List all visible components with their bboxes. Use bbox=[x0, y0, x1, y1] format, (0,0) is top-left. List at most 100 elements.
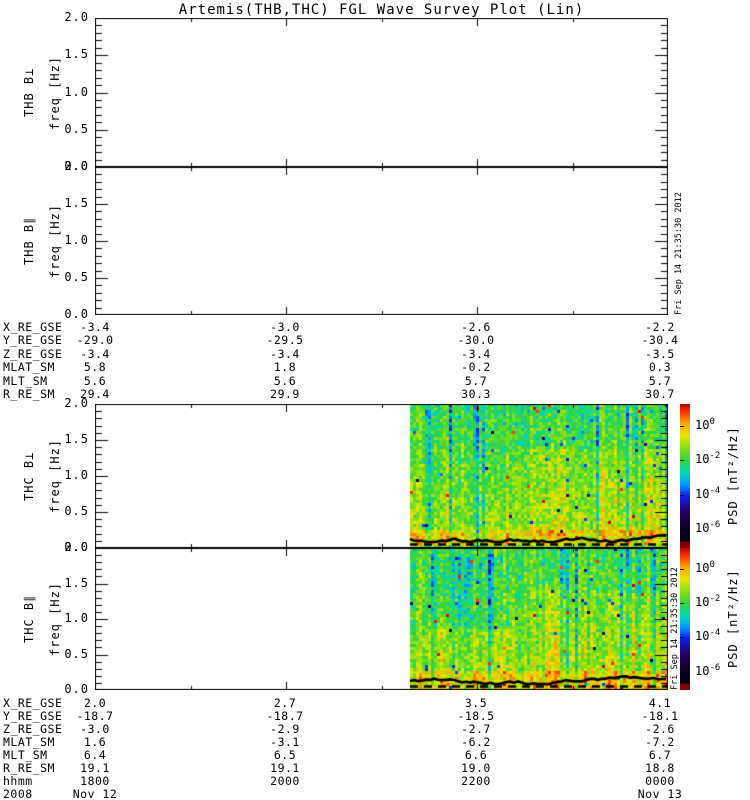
ephemeris-value: -3.0 bbox=[80, 722, 110, 736]
colorbar-gradient bbox=[680, 404, 690, 548]
ephemeris-value: 2000 bbox=[270, 774, 300, 788]
ephemeris-value: -2.7 bbox=[461, 722, 491, 736]
ephemeris-value: 5.6 bbox=[273, 373, 297, 388]
y-tick-label: 1.0 bbox=[64, 611, 89, 625]
creation-timestamp: Fri Sep 14 21:35:30 2012 bbox=[674, 192, 684, 315]
creation-timestamp: Fri Sep 14 21:35:30 2012 bbox=[670, 567, 680, 690]
ephemeris-value: 30.3 bbox=[461, 387, 491, 401]
colorbar-tick-label: 10-2 bbox=[695, 451, 720, 466]
ephemeris-row-label: MLAT_SM bbox=[3, 735, 55, 749]
ephemeris-value: -2.9 bbox=[270, 722, 300, 736]
colorbar-tick-label: 100 bbox=[695, 417, 715, 432]
colorbar-tick bbox=[680, 460, 684, 462]
ephemeris-value: 2.7 bbox=[273, 696, 297, 710]
ephemeris-row: X_RE_GSE -3.4 -3.0 -2.6 -2.2 bbox=[0, 321, 750, 334]
tick-base: 10 bbox=[695, 595, 710, 610]
ephemeris-value: 6.4 bbox=[83, 748, 107, 762]
ephemeris-value: -3.4 bbox=[80, 320, 110, 334]
colorbar-gradient bbox=[680, 548, 690, 690]
ephemeris-row-label: MLAT_SM bbox=[3, 360, 55, 375]
y-tick-label: 0.0 bbox=[64, 540, 89, 554]
ephemeris-value: 19.1 bbox=[80, 761, 110, 775]
ephemeris-row: 2008 Nov 12 Nov 13 bbox=[0, 788, 750, 800]
ephemeris-row-label: Z_RE_GSE bbox=[3, 346, 63, 361]
tick-base: 10 bbox=[695, 629, 710, 644]
tick-exponent: -4 bbox=[709, 628, 721, 639]
ephemeris-value: -30.0 bbox=[457, 333, 495, 348]
y-tick-label: 2.0 bbox=[64, 540, 89, 554]
y-tick-label: 0.5 bbox=[64, 504, 89, 518]
ephemeris-row: MLT_SM 6.4 6.5 6.6 6.7 bbox=[0, 749, 750, 762]
ephemeris-value: 5.7 bbox=[648, 373, 672, 388]
ephemeris-row: MLAT_SM 5.8 1.8 -0.2 0.3 bbox=[0, 361, 750, 374]
y-tick-label: 0.5 bbox=[64, 270, 89, 284]
ephemeris-row: Y_RE_GSE -18.7 -18.7 -18.5 -18.1 bbox=[0, 710, 750, 723]
colorbar-tick-label: 10-4 bbox=[695, 486, 720, 501]
panel-thb-bpar bbox=[95, 167, 668, 315]
tick-exponent: -2 bbox=[709, 451, 721, 462]
ephemeris-value: -29.0 bbox=[76, 333, 114, 348]
tick-exponent: -6 bbox=[709, 662, 721, 673]
y-tick-label: 0.5 bbox=[64, 646, 89, 661]
panel3-name-label: THC B⊥ bbox=[22, 451, 36, 501]
ephemeris-value: -3.5 bbox=[645, 346, 675, 361]
panel-thb-bpar-canvas bbox=[95, 167, 668, 315]
ephemeris-row: X_RE_GSE 2.0 2.7 3.5 4.1 bbox=[0, 697, 750, 710]
y-tick-label: 0.0 bbox=[64, 159, 89, 173]
ephemeris-value: Nov 13 bbox=[637, 787, 683, 800]
panel4-name-label: THC B∥ bbox=[22, 594, 36, 644]
ephemeris-value: -3.4 bbox=[80, 346, 110, 361]
tick-base: 10 bbox=[695, 417, 710, 432]
panel-thc-bperp-spectrogram-canvas bbox=[95, 404, 668, 548]
colorbar-tick bbox=[680, 529, 684, 531]
tick-base: 10 bbox=[695, 663, 710, 678]
y-tick-label: 1.0 bbox=[64, 84, 89, 99]
y-tick-label: 0.0 bbox=[64, 682, 89, 696]
ephemeris-value: -7.2 bbox=[645, 735, 675, 749]
ephemeris-row-label: 2008 bbox=[3, 787, 33, 800]
ephemeris-row-label: Y_RE_GSE bbox=[3, 333, 63, 348]
ephemeris-value: 19.1 bbox=[270, 761, 300, 775]
ephemeris-value: 6.6 bbox=[464, 748, 488, 762]
ephemeris-row-label: Y_RE_GSE bbox=[3, 709, 63, 723]
tick-base: 10 bbox=[695, 561, 710, 576]
ephemeris-row: Y_RE_GSE -29.0 -29.5 -30.0 -30.4 bbox=[0, 334, 750, 347]
ephemeris-row: Z_RE_GSE -3.4 -3.4 -3.4 -3.5 bbox=[0, 346, 750, 361]
ephemeris-row: MLT_SM 5.6 5.6 5.7 5.7 bbox=[0, 373, 750, 388]
ephemeris-value: -30.4 bbox=[641, 333, 679, 348]
y-tick-label: 0.5 bbox=[64, 121, 89, 136]
panel1-name-label: THB B⊥ bbox=[22, 67, 36, 118]
tick-exponent: -4 bbox=[709, 485, 721, 496]
tick-exponent: -2 bbox=[709, 594, 721, 605]
colorbar-tick bbox=[680, 425, 684, 427]
colorbar-axis-label: PSD [nT²/Hz] bbox=[726, 569, 740, 669]
ephemeris-value: 2200 bbox=[461, 774, 491, 788]
ephemeris-value: 29.4 bbox=[80, 387, 110, 401]
ephemeris-value: -2.6 bbox=[645, 722, 675, 736]
colorbar-thc-bperp: 100 10-2 10-4 10-6 PSD [nT²/Hz] bbox=[680, 404, 750, 548]
ephemeris-row-label: R_RE_SM bbox=[3, 761, 55, 775]
ephemeris-value: -18.7 bbox=[266, 709, 304, 723]
ephemeris-row: MLAT_SM 1.6 -3.1 -6.2 -7.2 bbox=[0, 736, 750, 749]
ephemeris-row-label: MLT_SM bbox=[3, 373, 48, 388]
panel-thb-bperp bbox=[95, 18, 668, 167]
ephemeris-value: 5.6 bbox=[83, 373, 107, 388]
ephemeris-row-label: X_RE_GSE bbox=[3, 320, 63, 334]
y-tick-label: 2.0 bbox=[64, 10, 89, 24]
panel-thc-bpar-spectrogram-canvas bbox=[95, 548, 668, 690]
colorbar-tick-label: 10-6 bbox=[695, 663, 720, 678]
colorbar-tick-label: 10-6 bbox=[695, 520, 720, 535]
ephemeris-value: 4.1 bbox=[648, 696, 672, 710]
panel2-name-label: THB B∥ bbox=[22, 216, 36, 266]
ephemeris-value: -2.6 bbox=[461, 320, 491, 334]
ephemeris-value: 1.8 bbox=[273, 360, 297, 375]
tick-exponent: 0 bbox=[709, 416, 715, 427]
ephemeris-row: R_RE_SM 19.1 19.1 19.0 18.8 bbox=[0, 762, 750, 775]
colorbar-tick bbox=[680, 637, 684, 639]
ephemeris-value: 0.3 bbox=[648, 360, 672, 375]
ephemeris-value: 6.7 bbox=[648, 748, 672, 762]
tick-exponent: -6 bbox=[709, 520, 721, 531]
y-tick-label: 2.0 bbox=[64, 396, 89, 410]
plot-title: Artemis(THB,THC) FGL Wave Survey Plot (L… bbox=[178, 2, 585, 18]
